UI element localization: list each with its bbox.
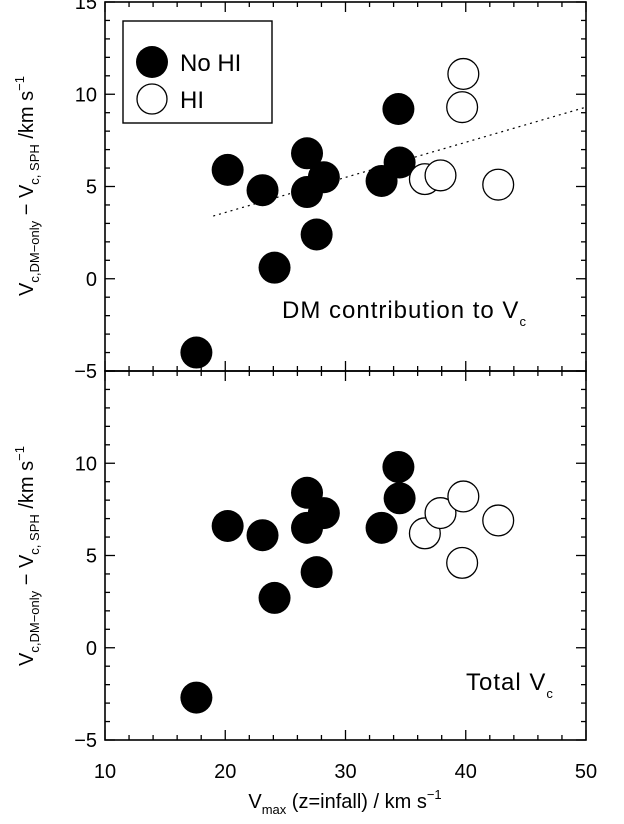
legend-filled-marker — [136, 46, 168, 78]
xlabel-v: V — [248, 791, 262, 813]
top-annotation-sub: c — [519, 314, 527, 329]
y-tick-label: 5 — [86, 546, 97, 568]
point-hi — [424, 159, 457, 192]
bottom-ticks — [104, 370, 587, 741]
bottom-ylabel-v1: V — [16, 652, 38, 666]
top-ticks — [104, 1, 587, 372]
top-y-axis-label: Vc,DM−only − Vc, SPH /km s−1 — [12, 76, 42, 296]
legend-label-no-hi: No HI — [180, 50, 241, 77]
point-hi — [424, 497, 457, 530]
point-hi — [482, 168, 515, 201]
bottom-ylabel-v1-sub: c,DM−only — [27, 590, 42, 652]
y-tick-label: −5 — [74, 730, 97, 752]
top-y-tick-labels: −5 0 5 10 15 — [74, 0, 97, 383]
x-tick-label: 30 — [334, 761, 356, 783]
panel-bottom: −5 0 5 10 10 20 30 40 50 Total Vc Vc,DM−only − … — [12, 370, 597, 817]
bottom-annotation: Total Vc — [466, 669, 554, 701]
point-no-hi — [258, 251, 291, 284]
bottom-annotation-sub: c — [546, 686, 554, 701]
bottom-y-tick-labels: −5 0 5 10 — [74, 453, 97, 752]
point-no-hi — [382, 93, 415, 126]
x-tick-label: 50 — [575, 761, 597, 783]
bottom-ylabel-exp: −1 — [12, 446, 27, 461]
bottom-ylabel-v2-sub: c, SPH — [27, 514, 42, 554]
point-no-hi — [300, 556, 333, 589]
legend: No HI HI — [122, 20, 273, 124]
top-ylabel-v1: V — [16, 282, 38, 296]
point-hi — [482, 504, 515, 537]
y-tick-label: −5 — [74, 361, 97, 383]
xlabel-exp: −1 — [427, 787, 442, 802]
x-tick-label: 20 — [214, 761, 236, 783]
y-tick-label: 15 — [75, 0, 97, 14]
point-no-hi — [246, 174, 279, 207]
top-ylabel-minus: − V — [16, 184, 38, 221]
y-tick-label: 10 — [75, 84, 97, 106]
y-tick-label: 5 — [86, 177, 97, 199]
legend-label-hi: HI — [180, 87, 204, 114]
x-tick-label: 10 — [94, 761, 116, 783]
point-hi — [447, 480, 480, 513]
top-annotation-text: DM contribution to V — [282, 297, 519, 324]
point-no-hi — [258, 581, 291, 614]
point-no-hi — [211, 153, 244, 186]
point-no-hi — [180, 681, 213, 714]
point-no-hi — [307, 161, 340, 194]
point-no-hi — [300, 218, 333, 251]
y-tick-label: 0 — [86, 269, 97, 291]
point-no-hi — [307, 497, 340, 530]
top-annotation: DM contribution to Vc — [282, 297, 527, 329]
top-ylabel-v2-sub: c, SPH — [27, 144, 42, 184]
point-hi — [446, 546, 479, 579]
point-no-hi — [246, 519, 279, 552]
x-axis-label: Vmax (z=infall) / km s−1 — [248, 787, 441, 817]
bottom-ylabel-minus: − V — [16, 554, 38, 591]
point-no-hi — [211, 509, 244, 542]
legend-open-marker — [136, 83, 168, 115]
bottom-ylabel-unit: /km s — [16, 461, 38, 514]
top-ylabel-unit: /km s — [16, 91, 38, 144]
point-hi — [447, 57, 480, 91]
x-tick-label: 40 — [455, 761, 477, 783]
xlabel-text: (z=infall) / km s — [286, 791, 427, 813]
y-tick-label: 10 — [75, 453, 97, 475]
point-no-hi — [383, 146, 416, 179]
xlabel-sub: max — [262, 802, 287, 817]
bottom-points — [180, 450, 515, 714]
point-no-hi — [291, 137, 324, 170]
point-hi — [446, 91, 479, 124]
point-no-hi — [180, 336, 213, 369]
point-no-hi — [382, 450, 415, 483]
bottom-x-tick-labels: 10 20 30 40 50 — [94, 761, 597, 783]
point-no-hi — [383, 482, 416, 515]
top-ylabel-v1-sub: c,DM−only — [27, 220, 42, 282]
bottom-y-axis-label: Vc,DM−only − Vc, SPH /km s−1 — [12, 446, 42, 666]
y-tick-label: 0 — [86, 638, 97, 660]
top-ylabel-exp: −1 — [12, 76, 27, 91]
bottom-annotation-text: Total V — [466, 669, 546, 696]
top-points — [180, 57, 515, 369]
point-no-hi — [365, 511, 398, 544]
